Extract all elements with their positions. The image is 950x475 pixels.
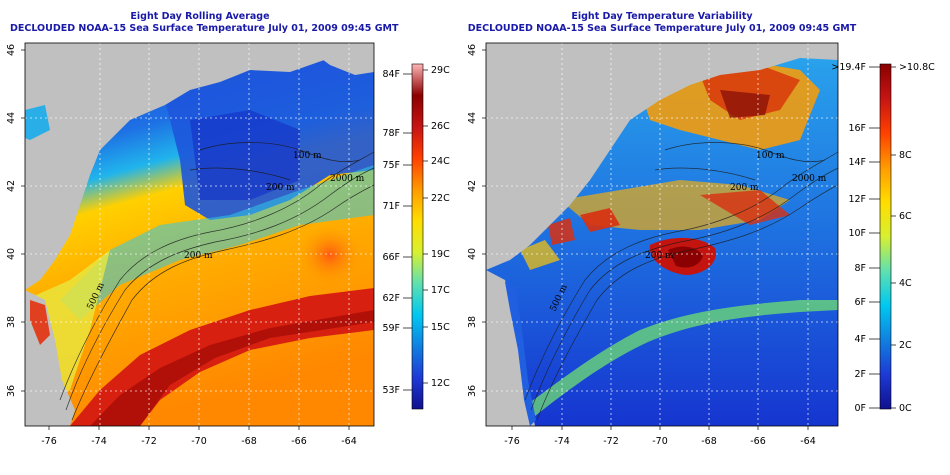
left-colorbar-f-label: 71F xyxy=(382,201,400,212)
contour-label-200m-north: 200 m xyxy=(266,183,295,193)
right-lat-tick-label: 42 xyxy=(467,180,478,192)
left-lat-tick-label: 44 xyxy=(6,112,17,124)
left-colorbar-c-label: 22C xyxy=(431,193,450,204)
right-colorbar-c-label: 2C xyxy=(899,340,912,351)
left-title-line1: Eight Day Rolling Average xyxy=(130,11,270,22)
left-colorbar-c-label: 26C xyxy=(431,121,450,132)
left-colorbar-c-label: 29C xyxy=(431,65,450,76)
left-lat-tick-label: 38 xyxy=(6,316,17,328)
right-contour-label-100m: 100 m xyxy=(756,151,785,161)
right-colorbar-c-label: 8C xyxy=(899,150,912,161)
right-colorbar-f-label: 2F xyxy=(854,369,866,380)
left-title: Eight Day Rolling Average DECLOUDED NOAA… xyxy=(10,11,399,35)
left-title-line2: DECLOUDED NOAA-15 Sea Surface Temperatur… xyxy=(10,23,399,34)
right-colorbar-f-label: 0F xyxy=(854,403,866,414)
right-colorbar-c-label: 0C xyxy=(899,403,912,414)
right-colorbar-f-label: >19.4F xyxy=(831,62,866,73)
right-colorbar-f-label: 4F xyxy=(854,334,866,345)
right-colorbar-f-label: 8F xyxy=(854,263,866,274)
left-colorbar-c-label: 24C xyxy=(431,156,450,167)
left-colorbar-labels: 84F 78F 75F 71F 66F 62F 59F 53F 29C 26C 24C 22C 19C 1… xyxy=(382,65,450,396)
left-lon-tick-label: -76 xyxy=(41,436,57,447)
right-title-line1: Eight Day Temperature Variability xyxy=(571,11,753,22)
contour-label-100m: 100 m xyxy=(293,151,322,161)
left-colorbar-f-label: 59F xyxy=(382,323,400,334)
left-colorbar-f-label: 66F xyxy=(382,252,400,263)
right-lon-tick-label: -70 xyxy=(652,436,668,447)
contour-label-2000m: 2000 m xyxy=(330,174,365,184)
left-lat-tick-label: 36 xyxy=(6,385,17,397)
right-colorbar xyxy=(879,63,892,410)
right-colorbar-f-label: 16F xyxy=(848,123,866,134)
right-map: 100 m 2000 m 200 m 200 m 500 m xyxy=(486,43,838,426)
right-lon-tick-label: -72 xyxy=(603,436,619,447)
left-lat-tick-label: 46 xyxy=(6,44,17,56)
right-lon-tick-label: -66 xyxy=(750,436,766,447)
right-contour-label-200m-south: 200 m xyxy=(645,251,674,261)
right-lon-tick-label: -74 xyxy=(554,436,570,447)
left-lon-tick-label: -70 xyxy=(191,436,207,447)
right-colorbar-f-label: 12F xyxy=(848,194,866,205)
left-colorbar-f-label: 84F xyxy=(382,69,400,80)
axis-labels: -76 -76 -74 -74 -72 -72 -70 -70 -68 -68 -66 -66 -64 -… xyxy=(6,44,816,447)
right-lat-tick-label: 40 xyxy=(467,248,478,260)
left-lon-tick-label: -68 xyxy=(241,436,257,447)
left-colorbar-c-label: 15C xyxy=(431,322,450,333)
left-colorbar xyxy=(411,63,424,410)
left-lon-tick-label: -64 xyxy=(341,436,357,447)
right-colorbar-c-label: >10.8C xyxy=(899,62,935,73)
right-contour-label-200m-north: 200 m xyxy=(730,183,759,193)
right-colorbar-c-label: 6C xyxy=(899,211,912,222)
left-colorbar-f-label: 62F xyxy=(382,293,400,304)
left-colorbar-c-label: 17C xyxy=(431,285,450,296)
right-lat-tick-label: 46 xyxy=(467,44,478,56)
right-colorbar-labels: >19.4F 16F 14F 12F 10F 8F 6F 4F 2F 0F >10.8C 8C 6C 4C… xyxy=(831,62,935,414)
left-colorbar-f-label: 78F xyxy=(382,128,400,139)
right-colorbar-f-label: 6F xyxy=(854,297,866,308)
left-colorbar-c-label: 12C xyxy=(431,378,450,389)
left-lon-tick-label: -72 xyxy=(141,436,157,447)
right-title: Eight Day Temperature Variability DECLOU… xyxy=(462,11,862,35)
right-lon-tick-label: -64 xyxy=(800,436,816,447)
right-title-line2: DECLOUDED NOAA-15 Sea Surface Temperatur… xyxy=(467,23,857,34)
right-lat-tick-label: 38 xyxy=(467,316,478,328)
left-colorbar-f-label: 75F xyxy=(382,160,400,171)
left-lon-tick-label: -66 xyxy=(291,436,307,447)
contour-label-200m-south: 200 m xyxy=(184,251,213,261)
left-colorbar-f-label: 53F xyxy=(382,385,400,396)
left-lat-tick-label: 40 xyxy=(6,248,17,260)
left-map: 100 m 2000 m 200 m 200 m 500 m xyxy=(25,43,374,426)
right-colorbar-c-label: 4C xyxy=(899,278,912,289)
left-lat-tick-label: 42 xyxy=(6,180,17,192)
left-colorbar-c-label: 19C xyxy=(431,249,450,260)
right-contour-label-2000m: 2000 m xyxy=(792,174,827,184)
right-colorbar-f-label: 10F xyxy=(848,228,866,239)
left-lon-tick-label: -74 xyxy=(91,436,107,447)
right-lon-tick-label: -68 xyxy=(701,436,717,447)
right-map-frame xyxy=(485,42,839,427)
left-map-frame xyxy=(24,42,375,427)
right-lon-tick-label: -76 xyxy=(504,436,520,447)
right-colorbar-f-label: 14F xyxy=(848,157,866,168)
right-lat-tick-label: 44 xyxy=(467,112,478,124)
right-lat-tick-label: 36 xyxy=(467,385,478,397)
